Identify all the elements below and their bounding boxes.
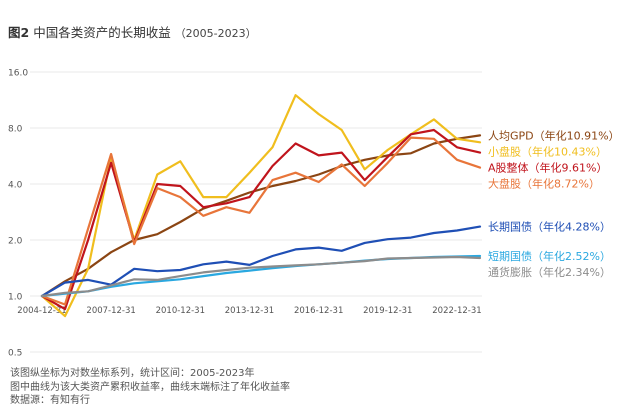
y-tick-label: 0.5: [8, 349, 22, 359]
series-end-label: 大盘股（年化8.72%）: [488, 176, 600, 190]
x-tick-label: 2010-12-31: [156, 306, 205, 316]
note-line: 数据源：有知有行: [10, 395, 90, 406]
x-tick-label: 2019-12-31: [363, 306, 412, 316]
series-end-label: 人均GPD（年化10.91%）: [488, 128, 620, 142]
series-line: [40, 254, 482, 298]
x-tick-label: 2016-12-31: [294, 306, 343, 316]
figure-label: 图2: [8, 25, 30, 40]
series-end-label: 小盘股（年化10.43%）: [488, 144, 607, 158]
series-end-label: 通货膨胀（年化2.34%）: [488, 265, 611, 279]
note-line: 图中曲线为该大类资产累积收益率，曲线末端标注了年化收益率: [10, 381, 290, 393]
title-range: （2005-2023）: [174, 27, 257, 40]
series-line: [40, 134, 482, 298]
series-line: [40, 255, 482, 298]
y-tick-label: 4.0: [8, 181, 23, 191]
series-end-label: 短期国债（年化2.52%）: [488, 249, 611, 263]
series-line: [40, 225, 482, 298]
note-line: 该图纵坐标为对数坐标系列，统计区间：2005-2023年: [10, 368, 255, 379]
x-tick-label: 2007-12-31: [86, 306, 135, 316]
x-tick-label: 2022-12-31: [432, 306, 481, 316]
x-tick-label: 2013-12-31: [225, 306, 274, 316]
x-tick-label: 2004-12-31: [17, 306, 66, 316]
y-tick-label: 8.0: [8, 125, 23, 135]
chart-notes: 该图纵坐标为对数坐标系列，统计区间：2005-2023年 图中曲线为该大类资产累…: [10, 367, 290, 408]
y-tick-label: 16.0: [8, 69, 28, 79]
series-end-label: 长期国债（年化4.28%）: [488, 220, 611, 234]
series-line: [40, 136, 482, 306]
series-end-label: A股整体（年化9.61%）: [488, 160, 607, 174]
y-tick-label: 1.0: [8, 293, 23, 303]
y-tick-label: 2.0: [8, 237, 23, 247]
series-line: [40, 128, 482, 311]
title-text: 中国各类资产的长期收益: [33, 25, 171, 40]
chart-title: 图2 中国各类资产的长期收益 （2005-2023）: [8, 22, 257, 41]
